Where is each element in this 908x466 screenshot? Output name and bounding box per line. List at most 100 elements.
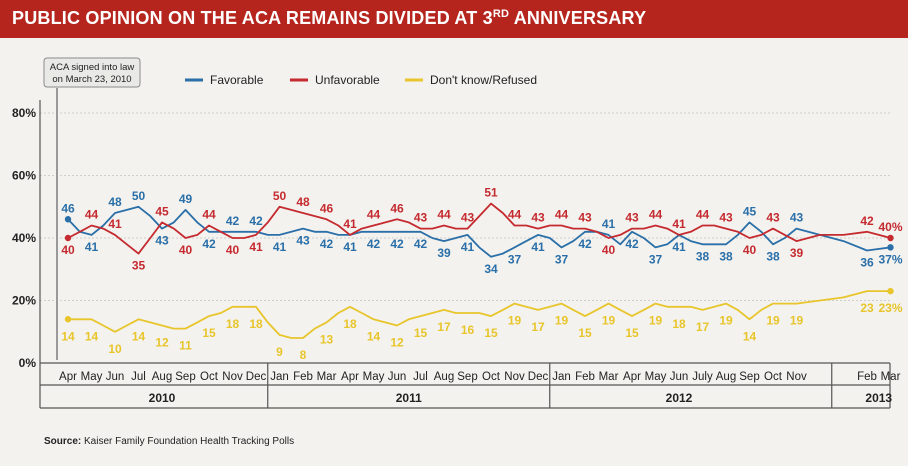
data-label: 19 bbox=[555, 314, 569, 328]
data-label: 9 bbox=[276, 345, 283, 359]
page-title: PUBLIC OPINION ON THE ACA REMAINS DIVIDE… bbox=[12, 8, 646, 29]
title-text-end: ANNIVERSARY bbox=[509, 8, 647, 28]
x-tick-label: Sep bbox=[457, 371, 477, 383]
x-tick-label: Oct bbox=[200, 371, 219, 383]
y-tick-label: 80% bbox=[12, 106, 36, 120]
data-label: 42 bbox=[860, 214, 874, 228]
data-label: 44 bbox=[367, 208, 381, 222]
data-label: 40 bbox=[226, 243, 240, 257]
data-label: 14 bbox=[61, 329, 75, 343]
data-label: 44 bbox=[649, 208, 663, 222]
year-label: 2012 bbox=[666, 391, 693, 405]
y-tick-label: 40% bbox=[12, 231, 36, 245]
data-label: 14 bbox=[85, 329, 99, 343]
series-start-marker bbox=[64, 234, 72, 242]
data-label: 42 bbox=[320, 237, 334, 251]
series-start-marker bbox=[64, 316, 72, 323]
data-label: 43 bbox=[414, 211, 428, 225]
data-label: 13 bbox=[320, 332, 334, 346]
x-tick-label: Jun bbox=[388, 371, 407, 383]
legend: Favorable Unfavorable Don't know/Refused bbox=[185, 73, 537, 87]
data-label: 42 bbox=[625, 237, 639, 251]
series-end-marker bbox=[887, 234, 894, 242]
data-label: 43 bbox=[790, 211, 804, 225]
x-tick-label: Mar bbox=[599, 371, 619, 383]
x-tick-label: Jun bbox=[670, 371, 689, 383]
data-label: 15 bbox=[414, 326, 428, 340]
legend-label: Favorable bbox=[210, 73, 264, 87]
data-label: 19 bbox=[790, 314, 804, 328]
legend-label: Don't know/Refused bbox=[430, 73, 537, 87]
data-label: 45 bbox=[155, 204, 169, 218]
data-label: 38 bbox=[696, 249, 710, 263]
data-label: 15 bbox=[484, 326, 498, 340]
data-label: 18 bbox=[343, 317, 357, 331]
x-tick-label: Aug bbox=[434, 371, 454, 383]
year-label: 2010 bbox=[149, 391, 176, 405]
source-text: Kaiser Family Foundation Health Tracking… bbox=[81, 436, 295, 447]
data-label: 19 bbox=[649, 314, 663, 328]
x-tick-label: Aug bbox=[152, 371, 172, 383]
data-label: 40 bbox=[602, 243, 616, 257]
data-label: 37 bbox=[649, 252, 663, 266]
data-label: 19 bbox=[766, 314, 780, 328]
data-label: 37 bbox=[508, 252, 522, 266]
data-label: 48 bbox=[296, 195, 310, 209]
data-label: 39 bbox=[437, 246, 451, 260]
data-label: 43 bbox=[461, 211, 475, 225]
series-end-marker bbox=[887, 287, 894, 295]
data-label: 17 bbox=[531, 320, 545, 334]
data-label: 41 bbox=[461, 240, 475, 254]
data-label: 46 bbox=[61, 201, 75, 215]
data-label: 42 bbox=[249, 214, 263, 228]
data-label: 42 bbox=[578, 237, 592, 251]
x-tick-label: Apr bbox=[59, 371, 77, 383]
data-label: 40 bbox=[743, 243, 757, 257]
data-label: 15 bbox=[578, 326, 592, 340]
data-label: 50 bbox=[273, 189, 287, 203]
data-label: 41 bbox=[343, 240, 357, 254]
data-label: 51 bbox=[484, 186, 498, 200]
data-label: 44 bbox=[508, 208, 522, 222]
data-label: 41 bbox=[672, 217, 686, 231]
data-label: 41 bbox=[343, 217, 357, 231]
data-label: 41 bbox=[602, 217, 616, 231]
annotation-box bbox=[43, 57, 141, 88]
x-tick-label: July bbox=[692, 371, 713, 383]
x-tick-label: Jan bbox=[270, 371, 289, 383]
data-label: 12 bbox=[390, 336, 404, 350]
year-label: 2013 bbox=[865, 391, 892, 405]
data-label: 34 bbox=[484, 262, 498, 276]
data-label: 14 bbox=[743, 329, 757, 343]
data-label: 37% bbox=[878, 252, 902, 266]
data-label: 46 bbox=[390, 201, 404, 215]
data-label: 41 bbox=[108, 217, 122, 231]
data-label: 41 bbox=[249, 240, 263, 254]
data-label: 39 bbox=[790, 246, 804, 260]
x-tick-label: Nov bbox=[222, 371, 243, 383]
x-tick-label: May bbox=[363, 371, 385, 383]
x-axis: Apr May Jun Jul Aug Sep Oct Nov Dec Jan Feb Mar Apr M… bbox=[59, 363, 901, 408]
series-layer bbox=[64, 202, 894, 339]
title-bar: PUBLIC OPINION ON THE ACA REMAINS DIVIDE… bbox=[0, 0, 908, 38]
data-label: 23% bbox=[878, 301, 902, 315]
data-label: 36 bbox=[860, 256, 874, 270]
data-label: 43 bbox=[296, 234, 310, 248]
title-text: PUBLIC OPINION ON THE ACA REMAINS DIVIDE… bbox=[12, 8, 493, 28]
x-tick-label: Feb bbox=[857, 371, 877, 383]
data-label: 12 bbox=[155, 336, 169, 350]
source-label: Source: bbox=[44, 436, 82, 447]
data-label: 42 bbox=[390, 237, 404, 251]
data-label: 42 bbox=[226, 214, 240, 228]
data-label: 43 bbox=[155, 234, 169, 248]
data-label: 48 bbox=[108, 195, 122, 209]
x-tick-label: Dec bbox=[528, 371, 549, 383]
x-tick-label: Mar bbox=[317, 371, 337, 383]
data-label: 10 bbox=[108, 342, 122, 356]
data-label: 41 bbox=[273, 240, 287, 254]
data-label: 41 bbox=[531, 240, 545, 254]
x-tick-label: Feb bbox=[575, 371, 595, 383]
data-label: 42 bbox=[414, 237, 428, 251]
data-label: 43 bbox=[766, 211, 780, 225]
